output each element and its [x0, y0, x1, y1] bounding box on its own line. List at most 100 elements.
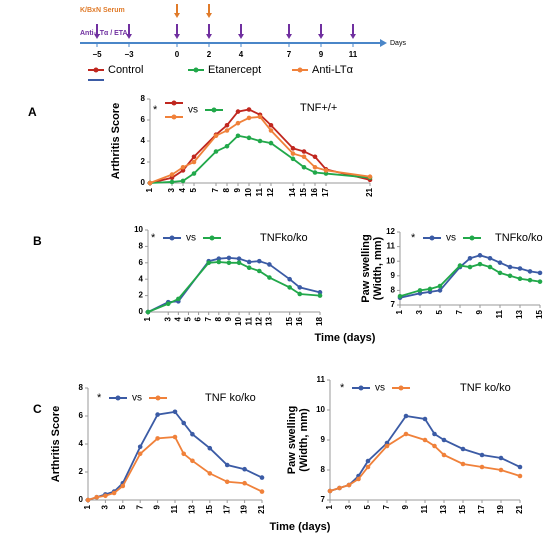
data-point	[169, 179, 175, 185]
legend-marker	[169, 235, 175, 241]
panel-condition-label: TNF ko/ko	[205, 392, 256, 404]
x-tick-label: 1	[143, 316, 152, 321]
x-tick-label: 5	[189, 187, 198, 192]
data-point	[257, 114, 263, 120]
data-point	[432, 431, 437, 437]
data-point	[165, 301, 171, 307]
data-point	[207, 445, 213, 451]
x-tick-label: 4	[173, 316, 182, 321]
data-point	[432, 443, 437, 449]
drug-label: Anti-LTα / ETA	[80, 30, 128, 37]
data-point	[517, 266, 523, 271]
panel-label: C	[33, 402, 42, 416]
drug-arrow-head	[126, 34, 132, 39]
x-tick-label: 19	[240, 504, 249, 513]
data-point	[365, 464, 371, 470]
data-point	[235, 109, 241, 114]
data-point	[181, 420, 186, 426]
serum-arrow-head	[174, 13, 180, 18]
data-point	[460, 446, 466, 452]
x-tick-label: 7	[455, 309, 464, 314]
x-tick-label: 16	[295, 316, 304, 325]
timeline-tick-label: 2	[207, 50, 212, 59]
data-point	[537, 270, 543, 276]
data-point	[337, 485, 342, 491]
x-tick-label: 17	[477, 504, 486, 513]
data-point	[236, 260, 242, 266]
data-point	[384, 443, 390, 449]
timeline-tick-label: −5	[92, 50, 102, 59]
x-tick-label: 17	[321, 187, 330, 196]
data-point	[527, 269, 533, 274]
x-tick-label: 13	[515, 309, 524, 318]
y-tick-label: 9	[321, 435, 326, 444]
drug-arrow-head	[206, 34, 212, 39]
series-line	[147, 256, 321, 313]
data-point	[527, 277, 533, 283]
data-point	[236, 256, 242, 262]
x-tick-label: 11	[420, 504, 429, 513]
legend-marker	[171, 100, 177, 106]
y-tick-label: 4	[141, 136, 146, 145]
y-tick-label: 0	[79, 495, 84, 504]
y-tick-label: 7	[321, 495, 326, 504]
data-point	[290, 146, 296, 151]
data-point	[397, 293, 403, 299]
data-point	[137, 451, 143, 457]
data-point	[327, 488, 333, 494]
x-tick-label: 9	[153, 504, 162, 509]
data-point	[155, 412, 160, 417]
x-tick-label: 15	[458, 504, 467, 513]
timeline-arrowhead	[380, 39, 387, 47]
panel-condition-label: TNF+/+	[300, 102, 337, 114]
legend-marker	[211, 107, 217, 113]
data-point	[487, 264, 493, 270]
y-tick-label: 2	[139, 291, 144, 300]
data-point	[246, 115, 252, 121]
panel-condition-label: TNF ko/ko	[460, 382, 511, 394]
data-point	[85, 497, 91, 503]
series-line	[329, 433, 521, 492]
y-tick-label: 0	[141, 178, 146, 187]
data-point	[497, 270, 503, 276]
legend-label: Etanercept	[208, 64, 261, 76]
data-point	[191, 159, 197, 165]
data-point	[403, 431, 409, 437]
data-point	[457, 263, 463, 268]
x-tick-label: 13	[265, 316, 274, 325]
x-tick-label: 11	[255, 187, 264, 196]
data-point	[216, 259, 222, 265]
data-point	[246, 107, 252, 112]
panel-condition-label: TNFko/ko	[495, 232, 543, 244]
x-tick-label: 17	[222, 504, 231, 513]
data-point	[403, 413, 409, 419]
data-point	[301, 149, 307, 154]
x-tick-label: 15	[535, 309, 544, 318]
y-tick-label: 2	[141, 157, 146, 166]
data-point	[497, 260, 503, 265]
data-point	[323, 171, 329, 176]
data-point	[224, 128, 230, 133]
y-axis-label: (Width, mm)	[372, 236, 384, 300]
data-point	[301, 164, 307, 170]
x-tick-label: 9	[401, 504, 410, 509]
legend-marker	[171, 114, 177, 120]
data-point	[242, 466, 247, 472]
x-tick-label: 3	[167, 187, 176, 192]
timeline-tick-label: 4	[239, 50, 244, 59]
data-point	[246, 259, 252, 265]
data-point	[246, 135, 252, 141]
data-point	[147, 180, 153, 186]
data-point	[120, 483, 126, 489]
x-tick-label: 5	[363, 504, 372, 509]
data-point	[290, 156, 296, 162]
x-tick-label: 6	[194, 316, 203, 321]
significance-mark: *	[97, 392, 102, 404]
x-tick-label: 9	[224, 316, 233, 321]
x-tick-label: 8	[214, 316, 223, 321]
data-point	[180, 178, 186, 184]
legend-marker	[209, 235, 215, 241]
drug-arrow-head	[350, 34, 356, 39]
data-point	[356, 476, 361, 482]
data-point	[267, 262, 272, 267]
